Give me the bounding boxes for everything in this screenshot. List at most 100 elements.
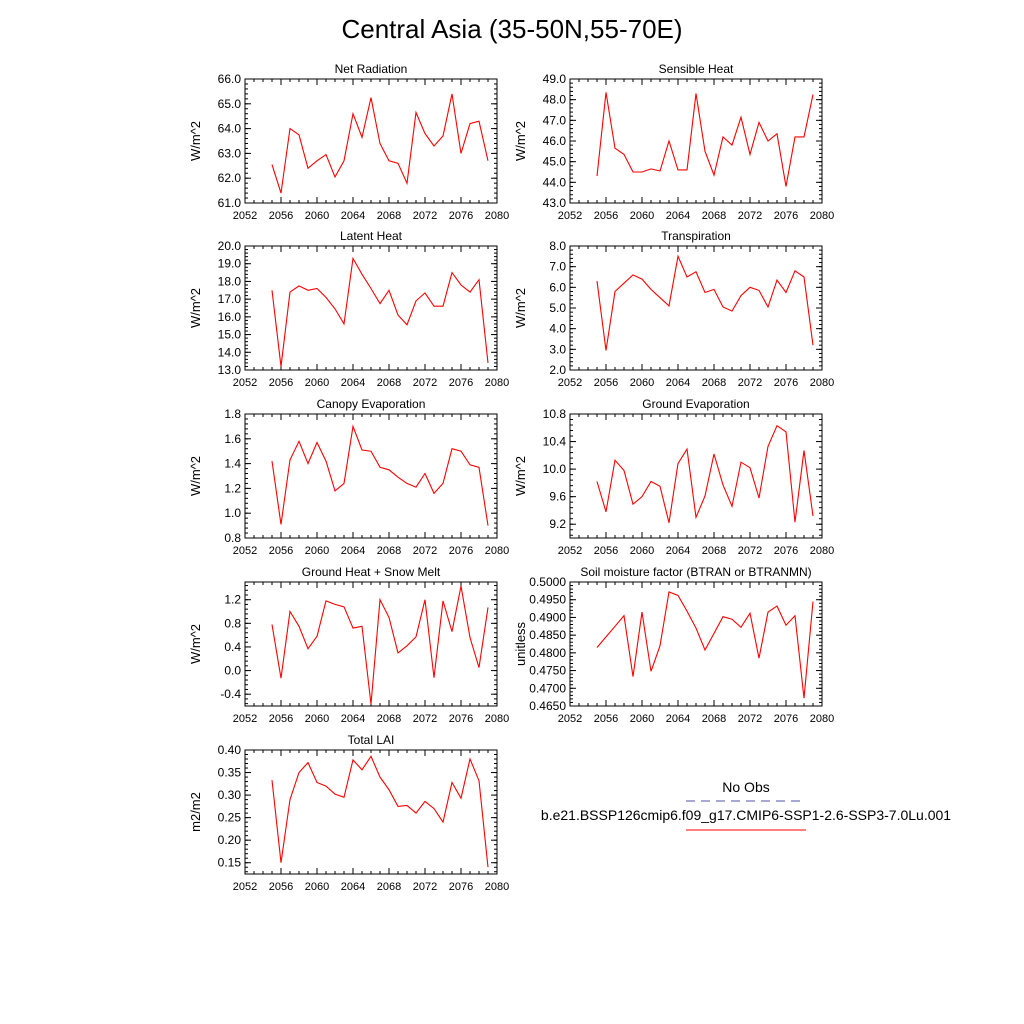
- panel-net-radiation-ylabel: W/m^2: [188, 121, 203, 161]
- panel-transpiration-ytick-label: 4.0: [549, 322, 566, 336]
- panel-sensible-heat-xtick-label: 2076: [774, 210, 798, 222]
- panel-canopy-evaporation-xtick-label: 2080: [485, 545, 509, 557]
- panel-latent-heat-ytick-label: 20.0: [218, 239, 242, 253]
- panel-latent-heat-xtick-label: 2076: [449, 377, 473, 389]
- panel-ground-evaporation-xtick-label: 2076: [774, 545, 798, 557]
- panel-ground-evaporation-ytick-label: 10.4: [543, 435, 567, 449]
- panel-latent-heat-ytick-label: 15.0: [218, 328, 242, 342]
- panel-net-radiation-xtick-label: 2056: [269, 210, 293, 222]
- panel-net-radiation-title: Net Radiation: [335, 62, 408, 76]
- panel-ground-evaporation: Ground Evaporation 2052 2056 2060 2064 2068 20…: [513, 397, 834, 557]
- panel-net-radiation-ytick-label: 61.0: [218, 196, 242, 210]
- panel-soil-moisture-factor-btran-or-btranmn-xtick-label: 2052: [558, 713, 582, 725]
- panel-net-radiation: Net Radiation 2052 2056 2060 2064 2068 2072 207…: [188, 62, 509, 222]
- panel-latent-heat-xtick-label: 2072: [413, 377, 437, 389]
- panel-ground-evaporation-xtick-label: 2068: [702, 545, 726, 557]
- panel-latent-heat-ylabel: W/m^2: [188, 288, 203, 328]
- panel-ground-heat-snow-melt-ytick-label: 0.4: [224, 640, 241, 654]
- panel-sensible-heat-ytick-label: 49.0: [543, 72, 567, 86]
- panel-sensible-heat-xtick-label: 2064: [666, 210, 690, 222]
- panel-soil-moisture-factor-btran-or-btranmn-xtick-label: 2080: [810, 713, 834, 725]
- legend-obs-label: No Obs: [722, 779, 769, 795]
- panel-canopy-evaporation-xtick-label: 2076: [449, 545, 473, 557]
- panel-ground-heat-snow-melt-xtick-label: 2056: [269, 713, 293, 725]
- panel-latent-heat-xtick-label: 2060: [305, 377, 329, 389]
- panel-net-radiation-series-line: [271, 93, 489, 194]
- panel-soil-moisture-factor-btran-or-btranmn-ytick-label: 0.4850: [529, 628, 566, 642]
- panel-sensible-heat-title: Sensible Heat: [659, 62, 734, 76]
- panel-sensible-heat-xtick-label: 2080: [810, 210, 834, 222]
- panel-canopy-evaporation-ytick-label: 1.6: [224, 432, 241, 446]
- panel-canopy-evaporation-xtick-label: 2068: [377, 545, 401, 557]
- panel-total-lai-xtick-label: 2064: [341, 881, 365, 893]
- panel-soil-moisture-factor-btran-or-btranmn-xtick-label: 2064: [666, 713, 690, 725]
- panel-canopy-evaporation-ytick-label: 1.0: [224, 506, 241, 520]
- panel-soil-moisture-factor-btran-or-btranmn: Soil moisture factor (BTRAN or BTRANMN) 2…: [513, 565, 834, 725]
- panel-transpiration-xtick-label: 2060: [630, 377, 654, 389]
- panel-latent-heat-ytick-label: 16.0: [218, 310, 242, 324]
- panel-canopy-evaporation-xtick-label: 2060: [305, 545, 329, 557]
- panel-transpiration-ytick-label: 2.0: [549, 363, 566, 377]
- panel-soil-moisture-factor-btran-or-btranmn-ytick-label: 0.5000: [529, 575, 566, 589]
- panel-sensible-heat-ytick-label: 48.0: [543, 93, 567, 107]
- panel-latent-heat-ytick-label: 18.0: [218, 274, 242, 288]
- panel-total-lai-title: Total LAI: [348, 733, 395, 747]
- panel-total-lai-xtick-label: 2080: [485, 881, 509, 893]
- panel-transpiration-frame: [569, 245, 823, 371]
- panel-total-lai-xtick-label: 2076: [449, 881, 473, 893]
- panel-total-lai-ytick-label: 0.25: [218, 811, 242, 825]
- panel-ground-heat-snow-melt-title: Ground Heat + Snow Melt: [302, 565, 441, 579]
- panel-soil-moisture-factor-btran-or-btranmn-frame: [569, 581, 823, 707]
- panel-soil-moisture-factor-btran-or-btranmn-ytick-label: 0.4650: [529, 699, 566, 713]
- panel-sensible-heat-ytick-label: 43.0: [543, 196, 567, 210]
- panel-total-lai-ytick-label: 0.40: [218, 743, 242, 757]
- panel-ground-evaporation-xtick-label: 2060: [630, 545, 654, 557]
- panel-ground-heat-snow-melt-xtick-label: 2060: [305, 713, 329, 725]
- panel-total-lai-frame: [244, 749, 498, 875]
- panel-ground-evaporation-series-line: [596, 424, 814, 523]
- panel-transpiration-ylabel: W/m^2: [513, 288, 528, 328]
- panel-latent-heat-ytick-label: 17.0: [218, 292, 242, 306]
- panel-total-lai-ylabel: m2/m2: [188, 792, 203, 832]
- panel-total-lai-ytick-label: 0.20: [218, 833, 242, 847]
- panel-total-lai-xtick-label: 2052: [233, 881, 257, 893]
- panel-ground-heat-snow-melt-ylabel: W/m^2: [188, 624, 203, 664]
- panel-sensible-heat-ylabel: W/m^2: [513, 121, 528, 161]
- panel-sensible-heat-ytick-label: 44.0: [543, 175, 567, 189]
- panel-total-lai: Total LAI 2052 2056 2060 2064 2068 2072 2076 208…: [188, 733, 509, 893]
- panel-latent-heat-ytick-label: 14.0: [218, 345, 242, 359]
- panel-soil-moisture-factor-btran-or-btranmn-ytick-label: 0.4950: [529, 593, 566, 607]
- panel-transpiration-xtick-label: 2080: [810, 377, 834, 389]
- panel-transpiration-xtick-label: 2064: [666, 377, 690, 389]
- panel-soil-moisture-factor-btran-or-btranmn-ytick-label: 0.4750: [529, 664, 566, 678]
- panel-net-radiation-xtick-label: 2072: [413, 210, 437, 222]
- panel-transpiration-ytick-label: 8.0: [549, 239, 566, 253]
- panel-soil-moisture-factor-btran-or-btranmn-xtick-label: 2068: [702, 713, 726, 725]
- panel-canopy-evaporation-ytick-label: 1.4: [224, 457, 241, 471]
- panel-canopy-evaporation-ytick-label: 1.2: [224, 481, 241, 495]
- panel-sensible-heat-xtick-label: 2072: [738, 210, 762, 222]
- panel-sensible-heat-xtick-label: 2068: [702, 210, 726, 222]
- panel-ground-heat-snow-melt-ytick-label: 0.8: [224, 616, 241, 630]
- panel-canopy-evaporation-xtick-label: 2056: [269, 545, 293, 557]
- panel-net-radiation-ytick-label: 62.0: [218, 171, 242, 185]
- panel-canopy-evaporation-ytick-label: 1.8: [224, 407, 241, 421]
- panel-transpiration-ytick-label: 6.0: [549, 280, 566, 294]
- panel-net-radiation-xtick-label: 2080: [485, 210, 509, 222]
- panel-canopy-evaporation-frame: [244, 413, 498, 539]
- panel-latent-heat-xtick-label: 2064: [341, 377, 365, 389]
- panel-sensible-heat-ytick-label: 46.0: [543, 134, 567, 148]
- panel-ground-evaporation-ylabel: W/m^2: [513, 456, 528, 496]
- panel-latent-heat-title: Latent Heat: [340, 229, 403, 243]
- panel-ground-heat-snow-melt-xtick-label: 2068: [377, 713, 401, 725]
- panel-latent-heat: Latent Heat 2052 2056 2060 2064 2068 2072 2076 2…: [188, 229, 509, 389]
- panel-ground-evaporation-xtick-label: 2072: [738, 545, 762, 557]
- panel-total-lai-xtick-label: 2072: [413, 881, 437, 893]
- panel-sensible-heat-ytick-label: 47.0: [543, 113, 567, 127]
- panel-transpiration-ytick-label: 3.0: [549, 342, 566, 356]
- figure-title: Central Asia (35-50N,55-70E): [341, 14, 683, 44]
- panel-soil-moisture-factor-btran-or-btranmn-ytick-label: 0.4800: [529, 646, 566, 660]
- panel-net-radiation-xtick-label: 2068: [377, 210, 401, 222]
- panel-ground-heat-snow-melt: Ground Heat + Snow Melt 2052 2056 2060 2064 2…: [188, 565, 509, 725]
- panel-net-radiation-xtick-label: 2052: [233, 210, 257, 222]
